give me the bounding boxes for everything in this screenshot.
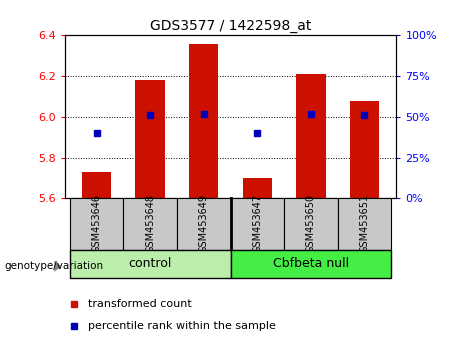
Polygon shape [54, 261, 61, 272]
Text: transformed count: transformed count [88, 299, 191, 309]
Bar [349, 101, 379, 198]
Bar [70, 198, 124, 250]
Text: GSM453646: GSM453646 [92, 194, 102, 253]
Bar [124, 198, 177, 250]
Title: GDS3577 / 1422598_at: GDS3577 / 1422598_at [150, 19, 311, 33]
Bar [242, 178, 272, 198]
Text: genotype/variation: genotype/variation [5, 261, 104, 271]
Bar [296, 74, 325, 198]
Bar [189, 44, 219, 198]
Bar [177, 198, 230, 250]
Text: percentile rank within the sample: percentile rank within the sample [88, 321, 276, 331]
Text: GSM453649: GSM453649 [199, 194, 209, 253]
Bar [230, 250, 391, 278]
Text: GSM453647: GSM453647 [252, 194, 262, 253]
Bar [230, 198, 284, 250]
Text: control: control [129, 257, 172, 270]
Bar [284, 198, 337, 250]
Bar [82, 172, 112, 198]
Bar [70, 250, 230, 278]
Text: GSM453648: GSM453648 [145, 194, 155, 253]
Bar [136, 80, 165, 198]
Text: Cbfbeta null: Cbfbeta null [273, 257, 349, 270]
Text: GSM453650: GSM453650 [306, 194, 316, 253]
Text: GSM453651: GSM453651 [359, 194, 369, 253]
Bar [337, 198, 391, 250]
